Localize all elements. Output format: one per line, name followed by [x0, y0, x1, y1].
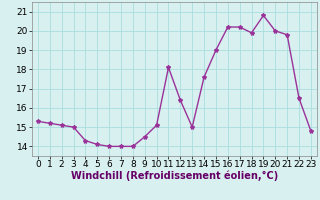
X-axis label: Windchill (Refroidissement éolien,°C): Windchill (Refroidissement éolien,°C) — [71, 171, 278, 181]
